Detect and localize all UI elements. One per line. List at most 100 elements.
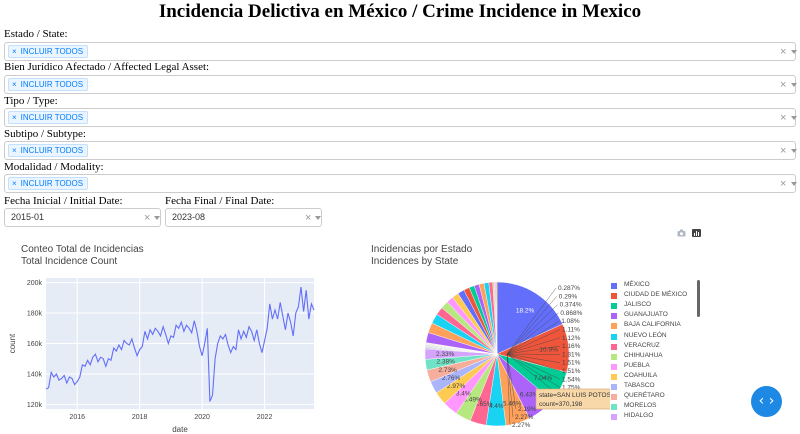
state-chip[interactable]: × INCLUIR TODOS <box>8 45 89 58</box>
outside-pct-label: 1.31% <box>562 351 581 358</box>
chevron-down-icon[interactable] <box>791 116 797 120</box>
outside-pct-label: 1.16% <box>562 343 581 350</box>
x-tick-label: 2022 <box>257 414 273 421</box>
legend-label: TABASCO <box>624 382 655 389</box>
legend-swatch <box>611 333 617 340</box>
chevron-down-icon[interactable] <box>154 216 160 220</box>
plotly-logo-icon[interactable] <box>692 229 701 237</box>
label-leader-line <box>506 353 561 372</box>
initial-date-value: 2015-01 <box>11 212 45 222</box>
legend-swatch <box>611 384 617 390</box>
legend-swatch <box>611 404 617 411</box>
x-axis-label: date <box>172 425 188 434</box>
legend-swatch <box>611 353 617 360</box>
modality-filter-label: Modalidad / Modality: <box>4 161 104 173</box>
legend-label: HIDALGO <box>624 412 654 420</box>
slice-label: 5.46% <box>503 401 522 408</box>
modality-chip[interactable]: × INCLUIR TODOS <box>8 177 89 190</box>
chevron-down-icon[interactable] <box>791 182 797 186</box>
clear-icon[interactable]: × <box>780 178 787 190</box>
slice-label: 2.73% <box>438 367 457 374</box>
outside-pct-label: 2.19% <box>518 406 537 413</box>
pie-chart-title: Incidencias por Estado Incidences by Sta… <box>371 244 473 267</box>
chip-remove-icon[interactable]: × <box>12 47 17 56</box>
pie-chart[interactable]: 18.2% 10.9% 7.04% 6.43% 5.46%4.4%3.65%3.49%3… <box>370 270 610 434</box>
legend-swatch <box>611 293 617 300</box>
label-leader-line <box>506 329 561 355</box>
outside-pct-label: 1.54% <box>562 376 581 383</box>
chip-label: INCLUIR TODOS <box>20 80 84 89</box>
outside-pct-label: 1.51% <box>562 368 581 375</box>
label-leader-line <box>506 353 514 418</box>
label-leader-line <box>506 345 561 355</box>
page-title: Incidencia Delictiva en México / Crime I… <box>158 1 642 22</box>
type-dropdown[interactable]: × INCLUIR TODOS × <box>4 108 797 127</box>
slice-label: 3.4% <box>456 390 471 397</box>
chip-remove-icon[interactable]: × <box>12 179 17 188</box>
x-tick-label: 2018 <box>132 414 148 421</box>
asset-filter-label: Bien Jurídico Afectado / Affected Legal … <box>4 61 210 73</box>
legend-label: BAJA CALIFORNIA <box>624 321 681 329</box>
legend-label: JALISCO <box>624 301 652 309</box>
label-leader-line <box>506 296 557 355</box>
label-leader-line <box>506 353 561 388</box>
label-leader-line <box>506 353 517 410</box>
initial-date-label: Fecha Inicial / Initial Date: <box>4 195 123 207</box>
y-tick-label: 140k <box>27 371 43 378</box>
y-tick-label: 160k <box>27 341 43 348</box>
nav-arrows-button[interactable]: ‹ › <box>751 386 782 417</box>
outside-pct-label: 0.868% <box>560 310 582 317</box>
legend-label: CIUDAD DE MÉXICO <box>624 291 688 299</box>
outside-pct-label: 1.75% <box>562 385 581 392</box>
chevron-down-icon[interactable] <box>791 83 797 87</box>
slice-label: 2.33% <box>436 351 455 358</box>
type-filter-label: Tipo / Type: <box>4 95 58 107</box>
legend-swatch <box>611 394 617 401</box>
slice-label: 2.76% <box>442 375 461 382</box>
clear-icon[interactable]: × <box>305 212 312 224</box>
outside-pct-label: 2.27% <box>512 422 531 429</box>
initial-date-dropdown[interactable]: 2015-01 × <box>4 208 161 227</box>
label-leader-line <box>506 312 559 355</box>
legend-swatch <box>611 363 617 370</box>
slice-label: 2.97% <box>447 383 466 390</box>
slice-label: 6.43% <box>520 392 539 399</box>
legend-swatch <box>611 303 617 310</box>
chip-remove-icon[interactable]: × <box>12 80 17 89</box>
slice-label: 3.49% <box>463 397 482 404</box>
line-chart[interactable]: 2016 2018 2020 2022 120k 140k 160k 180k 200k date… <box>0 270 330 434</box>
subtype-filter-label: Subtipo / Subtype: <box>4 128 86 140</box>
asset-chip[interactable]: × INCLUIR TODOS <box>8 78 89 91</box>
type-chip[interactable]: × INCLUIR TODOS <box>8 111 89 124</box>
clear-icon[interactable]: × <box>780 79 787 91</box>
chip-remove-icon[interactable]: × <box>12 146 17 155</box>
label-leader-line <box>506 287 557 355</box>
subtype-chip[interactable]: × INCLUIR TODOS <box>8 144 89 157</box>
asset-dropdown[interactable]: × INCLUIR TODOS × <box>4 75 797 94</box>
chip-label: INCLUIR TODOS <box>20 113 84 122</box>
clear-icon[interactable]: × <box>780 112 787 124</box>
state-dropdown[interactable]: × INCLUIR TODOS × <box>4 42 797 61</box>
subtype-dropdown[interactable]: × INCLUIR TODOS × <box>4 141 797 160</box>
slice-label: 4.4% <box>489 403 504 410</box>
legend-label: COAHUILA <box>624 371 658 379</box>
chevron-down-icon[interactable] <box>315 216 321 220</box>
x-tick-label: 2016 <box>69 414 85 421</box>
chevron-down-icon[interactable] <box>791 149 797 153</box>
modality-dropdown[interactable]: × INCLUIR TODOS × <box>4 174 797 193</box>
clear-icon[interactable]: × <box>780 46 787 58</box>
legend-label: PUEBLA <box>624 361 650 369</box>
hover-tooltip-box <box>535 388 610 410</box>
chevron-down-icon[interactable] <box>791 50 797 54</box>
final-date-dropdown[interactable]: 2023-08 × <box>165 208 322 227</box>
clear-icon[interactable]: × <box>144 212 151 224</box>
legend-scrollbar[interactable] <box>697 280 700 317</box>
outside-pct-label: 2.27% <box>515 414 534 421</box>
legend-swatch <box>611 283 617 289</box>
chip-label: INCLUIR TODOS <box>20 47 84 56</box>
label-leader-line <box>506 321 560 355</box>
clear-icon[interactable]: × <box>780 145 787 157</box>
chip-remove-icon[interactable]: × <box>12 113 17 122</box>
outside-pct-label: 0.374% <box>560 302 582 309</box>
camera-icon[interactable] <box>677 229 686 237</box>
